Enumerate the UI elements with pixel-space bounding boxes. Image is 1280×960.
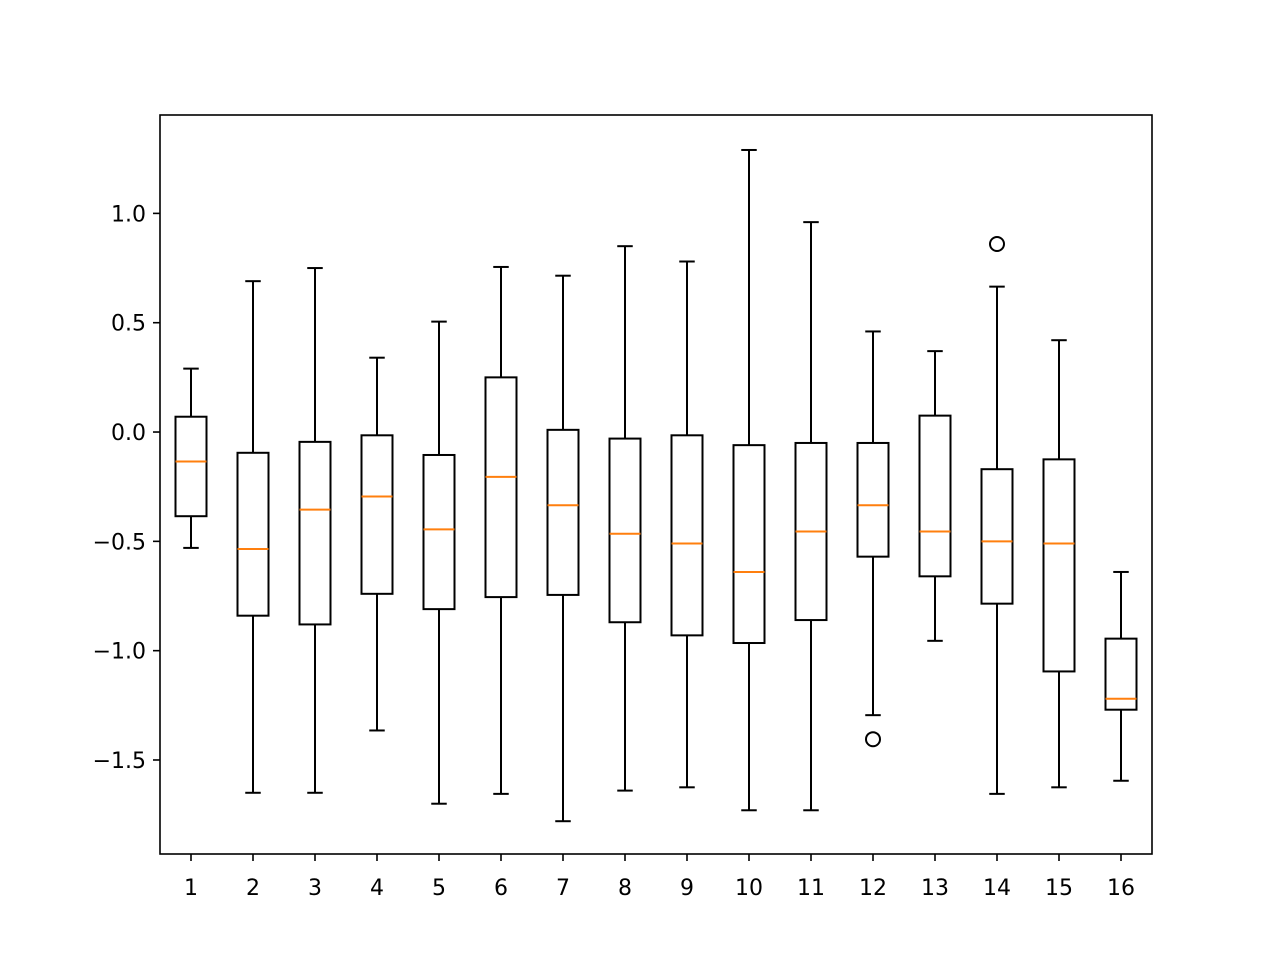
box-group-5	[422, 320, 456, 805]
iqr-box	[980, 468, 1014, 605]
x-tick-label: 14	[983, 876, 1011, 901]
box-group-16	[1104, 570, 1138, 782]
x-tick-label: 16	[1107, 876, 1135, 901]
iqr-box	[856, 441, 890, 558]
y-tick-label: −0.5	[93, 530, 146, 555]
plot-frame	[159, 114, 1153, 855]
boxes-layer	[174, 148, 1138, 823]
iqr-box	[670, 434, 704, 637]
x-tick-label: 15	[1045, 876, 1073, 901]
x-tick-label: 5	[432, 876, 446, 901]
x-tick-label: 10	[735, 876, 763, 901]
x-tick-label: 6	[494, 876, 508, 901]
x-tick-label: 4	[370, 876, 384, 901]
box-group-1	[174, 367, 208, 549]
iqr-box	[608, 437, 642, 624]
x-tick-label: 1	[184, 876, 198, 901]
iqr-box	[1042, 458, 1076, 673]
box-group-15	[1042, 339, 1076, 789]
box-group-8	[608, 245, 642, 792]
iqr-box	[422, 453, 456, 611]
y-tick-label: −1.5	[93, 749, 146, 774]
x-tick-label: 11	[797, 876, 825, 901]
iqr-box	[1104, 637, 1138, 711]
x-tick-label: 9	[680, 876, 694, 901]
iqr-box	[360, 434, 394, 595]
x-tick-label: 8	[618, 876, 632, 901]
box-group-7	[546, 274, 580, 823]
box-group-13	[918, 350, 952, 642]
box-group-12	[856, 330, 890, 748]
iqr-box	[732, 444, 766, 645]
x-tick-label: 12	[859, 876, 887, 901]
box-group-14	[980, 235, 1014, 795]
y-tick-label: 0.5	[111, 312, 146, 337]
box-group-10	[732, 148, 766, 812]
iqr-box	[484, 376, 518, 599]
box-group-4	[360, 356, 394, 732]
box-group-3	[298, 267, 332, 794]
axes-layer: 1.00.50.0−0.5−1.0−1.51 2 3 4 5 6 7 8 9 10 11 12 13 14…	[93, 114, 1153, 901]
outlier-point	[865, 731, 881, 748]
x-tick-label: 13	[921, 876, 949, 901]
outlier-point	[989, 235, 1005, 252]
iqr-box	[298, 440, 332, 626]
iqr-box	[174, 415, 208, 518]
box-group-9	[670, 260, 704, 789]
box-group-2	[236, 280, 270, 794]
iqr-box	[546, 428, 580, 596]
iqr-box	[236, 451, 270, 617]
box-group-6	[484, 265, 518, 795]
y-tick-label: 0.0	[111, 421, 146, 446]
box-group-11	[794, 221, 828, 812]
x-tick-label: 2	[246, 876, 260, 901]
y-tick-label: 1.0	[111, 202, 146, 227]
x-tick-label: 3	[308, 876, 322, 901]
iqr-box	[918, 414, 952, 578]
x-tick-label: 7	[556, 876, 570, 901]
y-tick-label: −1.0	[93, 640, 146, 665]
